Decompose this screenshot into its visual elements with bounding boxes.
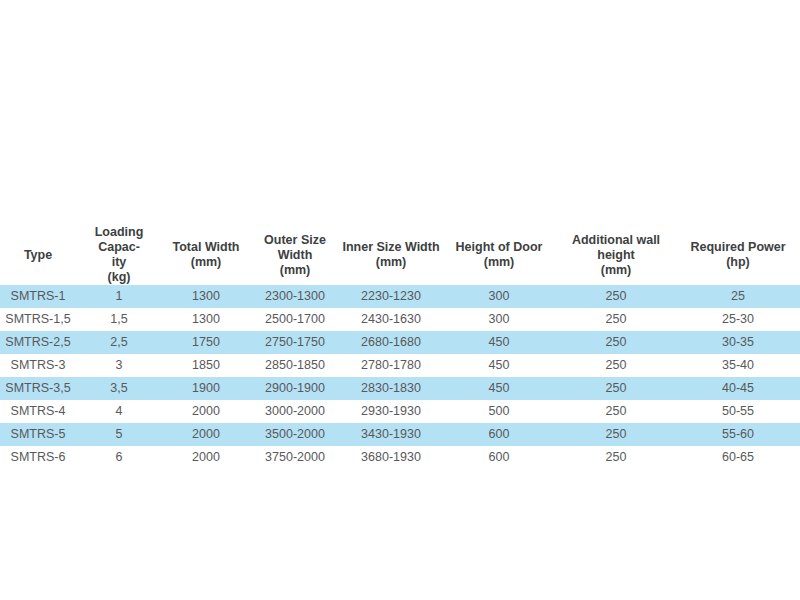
table-row: SMTRS-3,5 3,5 1900 2900-1900 2830-1830 4…: [0, 377, 800, 400]
cell-type: SMTRS-5: [0, 423, 76, 446]
cell-loading-capacity: 6: [76, 446, 162, 469]
cell-type: SMTRS-3,5: [0, 377, 76, 400]
page: Type Loading Capac- ity (kg) Total Width…: [0, 0, 800, 600]
cell-inner-size-width: 2780-1780: [340, 354, 442, 377]
cell-outer-size-width: 3500-2000: [250, 423, 340, 446]
cell-height-of-door: 600: [442, 446, 556, 469]
cell-required-power: 40-45: [676, 377, 800, 400]
column-header-total-width: Total Width (mm): [162, 225, 250, 285]
table-row: SMTRS-4 4 2000 3000-2000 2930-1930 500 2…: [0, 400, 800, 423]
cell-total-width: 1750: [162, 331, 250, 354]
cell-required-power: 25: [676, 285, 800, 308]
cell-type: SMTRS-2,5: [0, 331, 76, 354]
cell-total-width: 1300: [162, 308, 250, 331]
cell-required-power: 35-40: [676, 354, 800, 377]
cell-loading-capacity: 4: [76, 400, 162, 423]
cell-loading-capacity: 1,5: [76, 308, 162, 331]
table-row: SMTRS-3 3 1850 2850-1850 2780-1780 450 2…: [0, 354, 800, 377]
cell-height-of-door: 600: [442, 423, 556, 446]
cell-additional-wall-height: 250: [556, 377, 676, 400]
cell-total-width: 2000: [162, 446, 250, 469]
cell-required-power: 30-35: [676, 331, 800, 354]
cell-type: SMTRS-1,5: [0, 308, 76, 331]
cell-type: SMTRS-6: [0, 446, 76, 469]
cell-additional-wall-height: 250: [556, 400, 676, 423]
cell-loading-capacity: 1: [76, 285, 162, 308]
cell-required-power: 55-60: [676, 423, 800, 446]
cell-height-of-door: 500: [442, 400, 556, 423]
cell-total-width: 1850: [162, 354, 250, 377]
cell-loading-capacity: 5: [76, 423, 162, 446]
table-row: SMTRS-2,5 2,5 1750 2750-1750 2680-1680 4…: [0, 331, 800, 354]
cell-total-width: 1900: [162, 377, 250, 400]
cell-inner-size-width: 2830-1830: [340, 377, 442, 400]
cell-total-width: 1300: [162, 285, 250, 308]
cell-outer-size-width: 2900-1900: [250, 377, 340, 400]
cell-loading-capacity: 2,5: [76, 331, 162, 354]
cell-inner-size-width: 2430-1630: [340, 308, 442, 331]
column-header-additional-wall-height: Additional wall height (mm): [556, 225, 676, 285]
cell-additional-wall-height: 250: [556, 308, 676, 331]
cell-outer-size-width: 2750-1750: [250, 331, 340, 354]
table-row: SMTRS-1,5 1,5 1300 2500-1700 2430-1630 3…: [0, 308, 800, 331]
cell-outer-size-width: 3750-2000: [250, 446, 340, 469]
cell-inner-size-width: 2930-1930: [340, 400, 442, 423]
cell-inner-size-width: 2680-1680: [340, 331, 442, 354]
cell-required-power: 25-30: [676, 308, 800, 331]
column-header-loading-capacity: Loading Capac- ity (kg): [76, 225, 162, 285]
table-header-row: Type Loading Capac- ity (kg) Total Width…: [0, 225, 800, 285]
cell-height-of-door: 300: [442, 285, 556, 308]
cell-inner-size-width: 2230-1230: [340, 285, 442, 308]
cell-outer-size-width: 2300-1300: [250, 285, 340, 308]
cell-additional-wall-height: 250: [556, 446, 676, 469]
cell-additional-wall-height: 250: [556, 331, 676, 354]
cell-required-power: 50-55: [676, 400, 800, 423]
cell-total-width: 2000: [162, 423, 250, 446]
column-header-inner-size-width: Inner Size Width (mm): [340, 225, 442, 285]
cell-height-of-door: 450: [442, 377, 556, 400]
cell-additional-wall-height: 250: [556, 423, 676, 446]
table-row: SMTRS-5 5 2000 3500-2000 3430-1930 600 2…: [0, 423, 800, 446]
column-header-type: Type: [0, 225, 76, 285]
cell-additional-wall-height: 250: [556, 354, 676, 377]
cell-inner-size-width: 3680-1930: [340, 446, 442, 469]
cell-type: SMTRS-1: [0, 285, 76, 308]
table-row: SMTRS-1 1 1300 2300-1300 2230-1230 300 2…: [0, 285, 800, 308]
cell-loading-capacity: 3: [76, 354, 162, 377]
cell-additional-wall-height: 250: [556, 285, 676, 308]
cell-height-of-door: 450: [442, 354, 556, 377]
column-header-required-power: Required Power (hp): [676, 225, 800, 285]
column-header-height-of-door: Height of Door (mm): [442, 225, 556, 285]
cell-type: SMTRS-3: [0, 354, 76, 377]
cell-type: SMTRS-4: [0, 400, 76, 423]
spec-table: Type Loading Capac- ity (kg) Total Width…: [0, 225, 800, 469]
cell-outer-size-width: 2850-1850: [250, 354, 340, 377]
cell-height-of-door: 450: [442, 331, 556, 354]
cell-inner-size-width: 3430-1930: [340, 423, 442, 446]
column-header-outer-size-width: Outer Size Width (mm): [250, 225, 340, 285]
cell-outer-size-width: 3000-2000: [250, 400, 340, 423]
table-row: SMTRS-6 6 2000 3750-2000 3680-1930 600 2…: [0, 446, 800, 469]
cell-total-width: 2000: [162, 400, 250, 423]
cell-outer-size-width: 2500-1700: [250, 308, 340, 331]
cell-height-of-door: 300: [442, 308, 556, 331]
cell-loading-capacity: 3,5: [76, 377, 162, 400]
cell-required-power: 60-65: [676, 446, 800, 469]
